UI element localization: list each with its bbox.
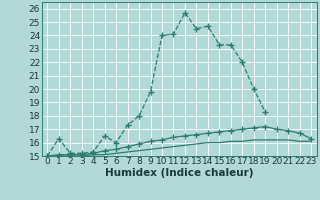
X-axis label: Humidex (Indice chaleur): Humidex (Indice chaleur) bbox=[105, 168, 253, 178]
